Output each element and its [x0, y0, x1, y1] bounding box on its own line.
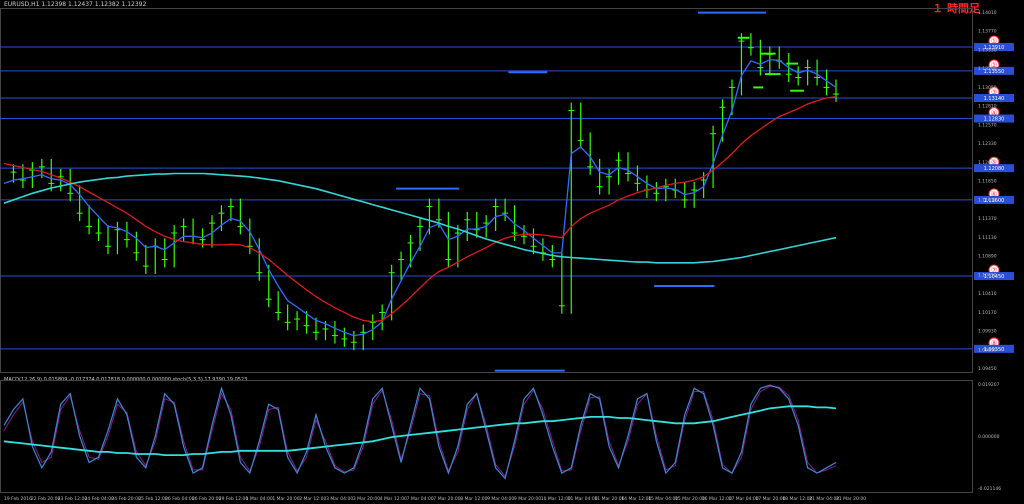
x-tick-15: 7 Mar 04:00: [407, 496, 434, 502]
x-tick-3: 24 Feb 04:00: [85, 496, 115, 502]
y-tick-7: 1.12330: [978, 141, 997, 147]
ind-y-tick-0: 0.019207: [978, 382, 1000, 388]
ind-y-tick-1: 0.000000: [978, 434, 1000, 440]
ma-mid-line: [3, 96, 837, 323]
level-5-label: ⑤: [991, 159, 997, 167]
x-tick-5: 25 Feb 12:00: [138, 496, 168, 502]
level-3-price-tag: [974, 94, 1014, 103]
y-tick-3: 1.13290: [978, 66, 997, 72]
y-tick-1: 1.13770: [978, 29, 997, 35]
stoch-signal-line: [3, 385, 837, 478]
y-tick-8: 1.12090: [978, 160, 997, 166]
level-7-price-tag: [974, 272, 1014, 281]
level-4-price-tag: [974, 114, 1014, 123]
y-tick-0: 1.14010: [978, 10, 997, 16]
level-5-price-tag: [974, 164, 1014, 173]
level-2-price-tag: [974, 66, 1014, 75]
y-tick-14: 1.10650: [978, 272, 997, 278]
level-6-price-tag: [974, 195, 1014, 204]
ma-slow-line: [3, 172, 837, 264]
y-tick-18: 1.09690: [978, 347, 997, 353]
y-tick-5: 1.12810: [978, 104, 997, 110]
level-1-price-tag-text: 1.13910: [984, 45, 1005, 51]
x-tick-13: 3 Mar 20:00: [353, 496, 380, 502]
y-tick-9: 1.11850: [978, 179, 997, 185]
x-tick-22: 11 Mar 20:00: [594, 496, 624, 502]
x-tick-11: 2 Mar 12:00: [299, 496, 326, 502]
y-tick-19: 1.09450: [978, 366, 997, 372]
level-7-label: ⑦: [991, 267, 997, 275]
level-4-price-tag-text: 1.12830: [984, 117, 1005, 123]
y-tick-16: 1.10170: [978, 310, 997, 316]
x-tick-28: 17 Mar 20:00: [755, 496, 785, 502]
level-3-price-tag-text: 1.13140: [984, 96, 1005, 102]
y-tick-11: 1.11370: [978, 216, 997, 222]
x-tick-7: 26 Feb 20:00: [192, 496, 222, 502]
x-tick-1: 22 Feb 20:00: [31, 496, 61, 502]
x-tick-29: 18 Mar 12:00: [782, 496, 812, 502]
x-tick-14: 4 Mar 12:00: [380, 496, 407, 502]
x-tick-9: 1 Mar 04:00: [246, 496, 273, 502]
level-2-price-tag-text: 1.13550: [984, 69, 1005, 75]
x-tick-20: 10 Mar 12:00: [541, 496, 571, 502]
x-tick-24: 15 Mar 04:00: [648, 496, 678, 502]
level-8-price-tag-text: 1.09350: [984, 347, 1005, 353]
y-tick-6: 1.12570: [978, 122, 997, 128]
x-tick-26: 16 Mar 12:00: [702, 496, 732, 502]
y-tick-2: 1.13530: [978, 47, 997, 53]
x-tick-8: 29 Feb 12:00: [219, 496, 249, 502]
main-plot-frame: [0, 8, 973, 373]
indicator-plot-frame: [0, 380, 973, 493]
level-7-price-tag-text: 1.10450: [984, 274, 1005, 280]
x-tick-10: 1 Mar 20:00: [272, 496, 299, 502]
x-tick-0: 19 Feb 2016: [4, 496, 32, 502]
x-tick-27: 17 Mar 04:00: [729, 496, 759, 502]
x-tick-23: 14 Mar 12:00: [621, 496, 651, 502]
x-tick-18: 9 Mar 04:00: [487, 496, 514, 502]
x-tick-12: 3 Mar 04:00: [326, 496, 353, 502]
macd-line: [3, 405, 837, 456]
y-tick-10: 1.11610: [978, 197, 997, 203]
level-8-label: ⑧: [991, 339, 997, 347]
x-tick-16: 7 Mar 20:00: [433, 496, 460, 502]
stoch-main-line: [3, 384, 837, 480]
level-1-label: ①: [991, 38, 997, 46]
level-6-label: ⑥: [991, 190, 997, 198]
y-tick-4: 1.13050: [978, 85, 997, 91]
x-tick-25: 15 Mar 20:00: [675, 496, 705, 502]
ema-fast-line: [3, 58, 837, 337]
level-5-price-tag-text: 1.12080: [984, 166, 1005, 172]
y-tick-13: 1.10890: [978, 254, 997, 260]
x-tick-30: 21 Mar 04:00: [809, 496, 839, 502]
x-tick-17: 8 Mar 12:00: [460, 496, 487, 502]
y-tick-12: 1.11130: [978, 235, 997, 241]
ind-y-tick-2: -0.021146: [978, 486, 1001, 492]
x-tick-31: 21 Mar 20:00: [836, 496, 866, 502]
level-6-price-tag-text: 1.11600: [984, 198, 1005, 204]
x-tick-19: 9 Mar 20:00: [514, 496, 541, 502]
x-tick-2: 23 Feb 12:00: [58, 496, 88, 502]
level-3-label: ③: [991, 89, 997, 97]
x-tick-6: 26 Feb 04:00: [165, 496, 195, 502]
x-tick-4: 24 Feb 20:00: [111, 496, 141, 502]
y-tick-17: 1.09930: [978, 329, 997, 335]
level-8-price-tag: [974, 344, 1014, 353]
level-2-label: ②: [991, 61, 997, 69]
y-tick-15: 1.10410: [978, 291, 997, 297]
symbol-info: EURUSD,H1 1.12398 1.12437 1.12382 1.1239…: [4, 1, 147, 8]
x-tick-21: 11 Mar 04:00: [568, 496, 598, 502]
level-1-price-tag: [974, 43, 1014, 52]
level-4-label: ④: [991, 109, 997, 117]
